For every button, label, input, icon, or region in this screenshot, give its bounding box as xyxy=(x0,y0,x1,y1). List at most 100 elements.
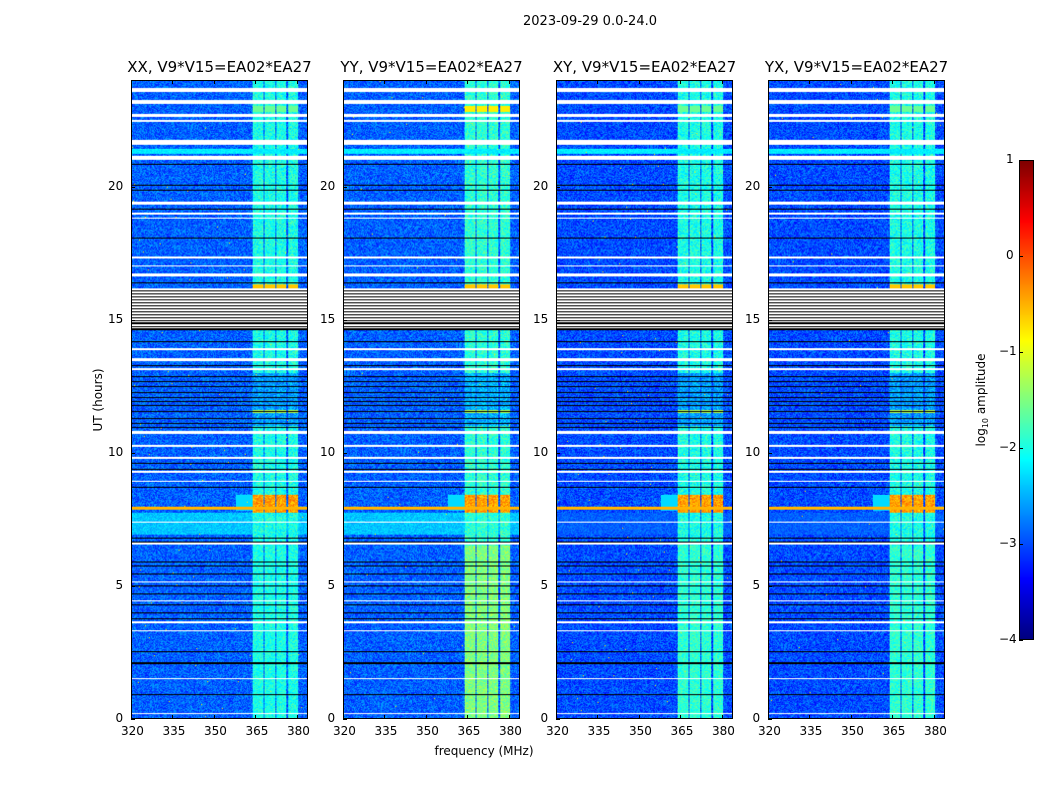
x-tick-mark xyxy=(343,80,344,84)
y-tick-mark xyxy=(131,585,135,587)
x-tick-label: 320 xyxy=(121,724,144,738)
x-tick-mark xyxy=(467,715,469,719)
colorbar-tick-mark xyxy=(1019,640,1023,641)
x-tick-label: 380 xyxy=(923,724,947,738)
x-tick-label: 365 xyxy=(245,724,269,738)
x-tick-mark xyxy=(296,715,298,719)
x-tick-label: 365 xyxy=(882,724,906,738)
x-tick-label: 320 xyxy=(333,724,356,738)
x-tick-mark xyxy=(933,80,935,84)
x-tick-mark xyxy=(721,80,723,84)
x-tick-mark xyxy=(131,715,132,719)
y-tick-mark xyxy=(343,452,347,454)
y-tick-mark xyxy=(768,719,772,720)
y-tick-label: 0 xyxy=(540,711,549,725)
y-tick-mark xyxy=(556,452,560,454)
x-tick-label: 380 xyxy=(286,724,310,738)
colorbar-tick-mark xyxy=(1019,352,1023,353)
heatmap-panel-4 xyxy=(768,80,945,719)
heatmap-image xyxy=(557,81,732,718)
y-tick-mark xyxy=(556,585,560,587)
y-tick-label: 0 xyxy=(115,711,124,725)
colorbar-label-suffix: amplitude xyxy=(973,353,988,418)
heatmap-image xyxy=(769,81,944,718)
colorbar-tick-mark xyxy=(1019,160,1023,161)
colorbar-tick-label: −3 xyxy=(999,536,1017,550)
x-tick-mark xyxy=(597,715,599,719)
y-tick-mark xyxy=(131,452,135,454)
x-tick-label: 335 xyxy=(162,724,186,738)
y-tick-label: 15 xyxy=(533,311,549,326)
y-tick-label: 20 xyxy=(745,178,761,193)
y-tick-label: 5 xyxy=(115,577,124,592)
x-tick-mark xyxy=(638,80,640,84)
colorbar-tick-label: 0 xyxy=(1006,248,1014,262)
x-tick-mark xyxy=(508,715,510,719)
y-tick-mark xyxy=(343,719,347,720)
x-tick-mark xyxy=(680,80,682,84)
x-tick-mark xyxy=(172,80,174,84)
x-tick-mark xyxy=(172,715,174,719)
x-tick-mark xyxy=(213,715,215,719)
y-tick-label: 20 xyxy=(320,178,336,193)
x-tick-mark xyxy=(721,715,723,719)
y-tick-label: 20 xyxy=(108,178,124,193)
y-tick-label: 5 xyxy=(752,577,761,592)
colorbar-tick-label: 1 xyxy=(1006,152,1014,166)
x-tick-mark xyxy=(384,715,386,719)
x-tick-label: 350 xyxy=(628,724,652,738)
y-tick-label: 10 xyxy=(533,444,549,459)
x-tick-mark xyxy=(638,715,640,719)
x-tick-label: 350 xyxy=(203,724,227,738)
x-tick-label: 350 xyxy=(415,724,439,738)
x-tick-mark xyxy=(892,715,894,719)
colorbar-tick-mark xyxy=(1019,256,1023,257)
x-tick-mark xyxy=(343,715,344,719)
x-tick-mark xyxy=(809,715,811,719)
heatmap-panel-3 xyxy=(556,80,733,719)
x-tick-mark xyxy=(255,715,257,719)
heatmap-image xyxy=(132,81,307,718)
y-tick-mark xyxy=(556,719,560,720)
panel-title: YY, V9*V15=EA02*EA27 xyxy=(340,58,523,76)
y-tick-mark xyxy=(343,319,347,321)
y-tick-mark xyxy=(768,319,772,321)
y-tick-label: 0 xyxy=(327,711,336,725)
x-tick-mark xyxy=(556,80,557,84)
y-tick-label: 20 xyxy=(533,178,549,193)
x-tick-label: 320 xyxy=(546,724,569,738)
x-tick-mark xyxy=(809,80,811,84)
y-tick-mark xyxy=(131,319,135,321)
y-tick-mark xyxy=(556,319,560,321)
y-tick-label: 15 xyxy=(320,311,336,326)
x-tick-mark xyxy=(425,715,427,719)
panel-title: XX, V9*V15=EA02*EA27 xyxy=(127,58,312,76)
y-tick-mark xyxy=(768,452,772,454)
x-tick-label: 320 xyxy=(758,724,781,738)
x-tick-mark xyxy=(680,715,682,719)
panel-title: YX, V9*V15=EA02*EA27 xyxy=(764,58,949,76)
y-tick-label: 5 xyxy=(540,577,549,592)
heatmap-image xyxy=(344,81,519,718)
x-tick-label: 335 xyxy=(799,724,823,738)
x-axis-label: frequency (MHz) xyxy=(434,744,534,758)
y-tick-label: 5 xyxy=(327,577,336,592)
x-tick-mark xyxy=(892,80,894,84)
colorbar xyxy=(1019,160,1034,640)
x-tick-label: 335 xyxy=(587,724,611,738)
figure-title: 2023-09-29 0.0-24.0 xyxy=(523,14,657,29)
x-tick-mark xyxy=(425,80,427,84)
x-tick-mark xyxy=(768,715,769,719)
x-tick-label: 365 xyxy=(457,724,481,738)
y-tick-label: 10 xyxy=(108,444,124,459)
colorbar-label-prefix: log xyxy=(973,428,988,447)
y-tick-mark xyxy=(131,719,135,720)
colorbar-tick-label: −2 xyxy=(999,440,1017,454)
colorbar-label-sub: 10 xyxy=(981,417,991,429)
y-tick-label: 10 xyxy=(745,444,761,459)
y-tick-mark xyxy=(131,186,135,188)
panel-title: XY, V9*V15=EA02*EA27 xyxy=(552,58,737,76)
x-tick-mark xyxy=(768,80,769,84)
colorbar-gradient xyxy=(1020,161,1033,639)
